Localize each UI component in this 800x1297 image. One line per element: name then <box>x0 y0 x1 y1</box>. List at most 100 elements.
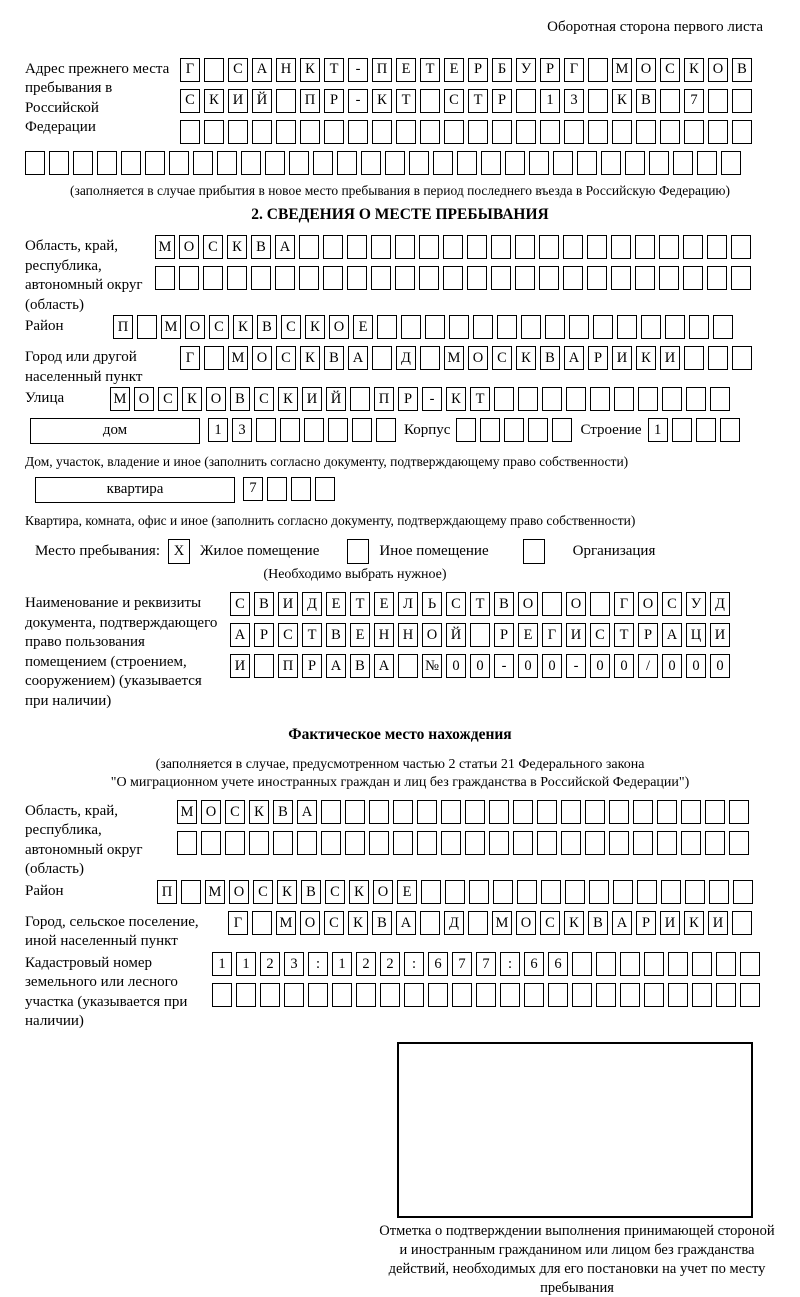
form-cell[interactable]: В <box>257 315 277 340</box>
form-cell[interactable]: М <box>161 315 181 340</box>
form-cell[interactable] <box>552 418 573 443</box>
form-cell[interactable]: Т <box>324 57 344 82</box>
form-cell[interactable] <box>692 951 712 976</box>
form-cell[interactable] <box>420 346 440 371</box>
form-cell[interactable]: О <box>518 592 538 617</box>
form-cell[interactable] <box>513 830 533 855</box>
form-cell[interactable] <box>590 592 610 617</box>
form-cell[interactable] <box>686 387 706 412</box>
form-cell[interactable]: А <box>374 654 394 679</box>
form-cell[interactable] <box>332 982 352 1007</box>
form-cell[interactable] <box>729 799 749 824</box>
form-cell[interactable]: К <box>227 235 247 260</box>
form-cell[interactable] <box>473 315 493 340</box>
form-cell[interactable]: И <box>612 346 632 371</box>
form-cell[interactable] <box>467 235 487 260</box>
form-cell[interactable]: О <box>636 57 656 82</box>
form-cell[interactable]: 0 <box>518 654 538 679</box>
form-cell[interactable] <box>323 235 343 260</box>
form-cell[interactable]: Ь <box>422 592 442 617</box>
form-cell[interactable]: Т <box>614 623 634 648</box>
form-cell[interactable] <box>548 982 568 1007</box>
form-cell[interactable] <box>660 119 680 144</box>
form-cell[interactable] <box>671 418 692 443</box>
form-cell[interactable] <box>256 418 276 443</box>
form-cell[interactable]: К <box>684 910 704 935</box>
form-cell[interactable] <box>517 879 537 904</box>
form-cell[interactable] <box>337 150 357 175</box>
form-cell[interactable]: И <box>708 910 728 935</box>
form-cell[interactable] <box>49 150 69 175</box>
form-cell[interactable] <box>633 830 653 855</box>
form-cell[interactable] <box>611 266 631 291</box>
form-cell[interactable]: 7 <box>476 951 496 976</box>
form-cell[interactable]: М <box>155 235 175 260</box>
form-cell[interactable]: Р <box>468 57 488 82</box>
form-cell[interactable]: П <box>278 654 298 679</box>
form-cell[interactable] <box>401 315 421 340</box>
form-cell[interactable] <box>377 315 397 340</box>
form-cell[interactable]: Е <box>444 57 464 82</box>
form-cell[interactable] <box>350 387 370 412</box>
form-cell[interactable]: 0 <box>686 654 706 679</box>
form-cell[interactable] <box>137 315 157 340</box>
form-cell[interactable]: К <box>612 88 632 113</box>
form-cell[interactable] <box>304 418 324 443</box>
form-cell[interactable] <box>267 476 287 501</box>
form-cell[interactable]: Е <box>350 623 370 648</box>
form-cell[interactable]: С <box>662 592 682 617</box>
form-cell[interactable] <box>537 799 557 824</box>
form-cell[interactable] <box>179 266 199 291</box>
form-cell[interactable]: : <box>500 951 520 976</box>
form-cell[interactable] <box>419 266 439 291</box>
form-cell[interactable]: А <box>252 57 272 82</box>
form-cell[interactable] <box>372 346 392 371</box>
form-cell[interactable] <box>732 88 752 113</box>
form-cell[interactable] <box>729 830 749 855</box>
form-cell[interactable] <box>252 910 272 935</box>
form-cell[interactable] <box>649 150 669 175</box>
form-cell[interactable] <box>265 150 285 175</box>
form-cell[interactable] <box>681 799 701 824</box>
form-cell[interactable] <box>613 879 633 904</box>
form-cell[interactable] <box>540 119 560 144</box>
form-cell[interactable]: Р <box>494 623 514 648</box>
form-cell[interactable]: Ц <box>686 623 706 648</box>
form-cell[interactable] <box>452 982 472 1007</box>
form-cell[interactable]: К <box>636 346 656 371</box>
form-cell[interactable] <box>504 418 525 443</box>
form-cell[interactable] <box>518 387 538 412</box>
form-cell[interactable] <box>683 235 703 260</box>
form-cell[interactable] <box>590 387 610 412</box>
form-cell[interactable]: И <box>566 623 586 648</box>
form-cell[interactable]: Е <box>353 315 373 340</box>
form-cell[interactable] <box>668 982 688 1007</box>
form-cell[interactable]: К <box>182 387 202 412</box>
form-cell[interactable]: 0 <box>590 654 610 679</box>
form-cell[interactable] <box>661 879 681 904</box>
form-cell[interactable]: А <box>612 910 632 935</box>
form-cell[interactable] <box>409 150 429 175</box>
form-cell[interactable]: У <box>516 57 536 82</box>
form-cell[interactable]: О <box>708 57 728 82</box>
form-cell[interactable]: С <box>158 387 178 412</box>
form-cell[interactable] <box>705 799 725 824</box>
form-cell[interactable] <box>480 418 501 443</box>
form-cell[interactable] <box>489 799 509 824</box>
form-cell[interactable] <box>396 119 416 144</box>
form-cell[interactable]: К <box>349 879 369 904</box>
form-cell[interactable] <box>587 235 607 260</box>
form-cell[interactable]: И <box>230 654 250 679</box>
form-cell[interactable]: Р <box>636 910 656 935</box>
form-cell[interactable]: Т <box>420 57 440 82</box>
form-cell[interactable] <box>537 830 557 855</box>
form-cell[interactable] <box>617 315 637 340</box>
form-cell[interactable]: С <box>540 910 560 935</box>
form-cell[interactable]: - <box>422 387 442 412</box>
form-cell[interactable] <box>481 150 501 175</box>
form-cell[interactable]: Й <box>326 387 346 412</box>
form-cell[interactable]: Д <box>396 346 416 371</box>
form-cell[interactable] <box>284 982 304 1007</box>
form-cell[interactable]: И <box>660 910 680 935</box>
form-cell[interactable] <box>393 799 413 824</box>
